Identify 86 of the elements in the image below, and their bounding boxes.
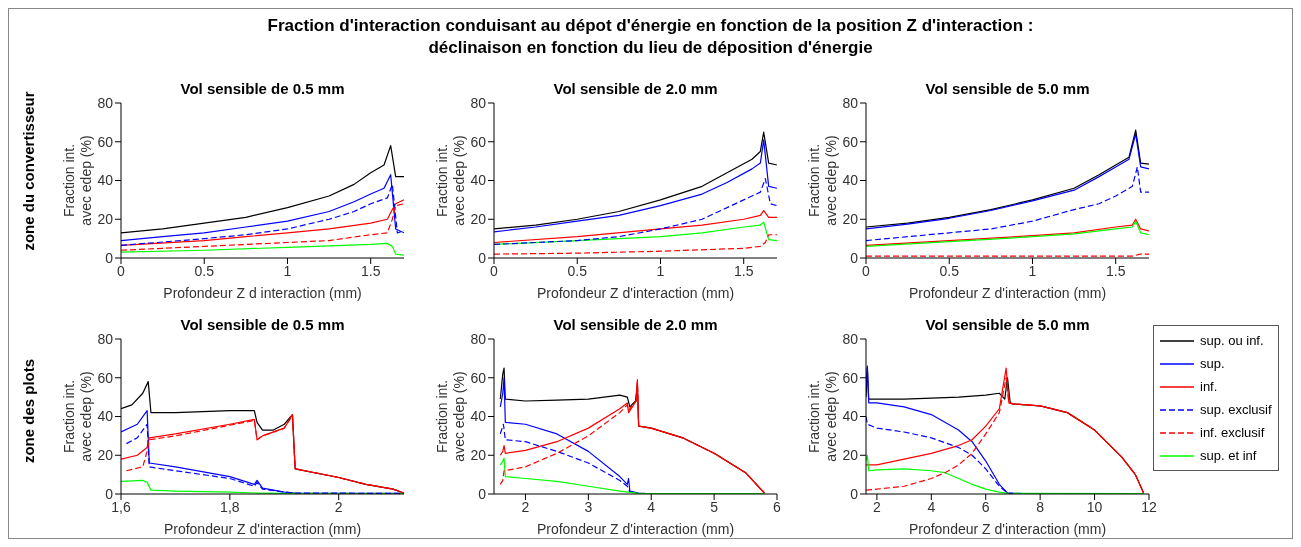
x-tick-label: 1 bbox=[656, 262, 665, 279]
y-tick-label: 60 bbox=[470, 369, 487, 386]
y-tick-label: 0 bbox=[105, 249, 114, 266]
text: zone des plots bbox=[19, 358, 37, 464]
chart-title: Vol sensible de 2.0 mm bbox=[553, 316, 718, 333]
y-axis-title: Fraction int. avec edep (%) bbox=[434, 135, 467, 226]
x-tick-label: 1 bbox=[283, 262, 292, 279]
legend-label: sup. bbox=[1200, 356, 1225, 371]
chart-title: Vol sensible de 5.0 mm bbox=[925, 316, 1090, 333]
x-tick-label: 6 bbox=[981, 498, 990, 515]
legend-label: sup. ou inf. bbox=[1200, 333, 1264, 348]
x-tick-label: 2 bbox=[334, 498, 343, 515]
x-tick-label: 1,8 bbox=[220, 498, 240, 515]
y-tick-label: 0 bbox=[850, 485, 859, 502]
y-tick-label: 80 bbox=[97, 330, 114, 347]
x-axis-title: Profondeur Z d'interaction (mm) bbox=[908, 521, 1107, 537]
x-tick-label: 1 bbox=[1028, 262, 1037, 279]
x-tick-label: 0 bbox=[117, 262, 126, 279]
x-tick-label: 2 bbox=[872, 498, 881, 515]
y-tick-label: 40 bbox=[842, 408, 859, 425]
y-tick-label: 0 bbox=[478, 249, 487, 266]
x-axis-title: Profondeur Z d'interaction (mm) bbox=[536, 285, 735, 301]
y-axis-title: Fraction int. avec edep (%) bbox=[806, 371, 839, 462]
x-tick-label: 10 bbox=[1086, 498, 1103, 515]
y-tick-label: 40 bbox=[842, 172, 859, 189]
x-axis-title: Profondeur Z d'interaction (mm) bbox=[163, 521, 362, 537]
x-tick-label: 4 bbox=[647, 498, 656, 515]
text: zone du convertisseur bbox=[19, 91, 37, 251]
x-tick-label: 3 bbox=[584, 498, 593, 515]
y-axis-title: Fraction int. avec edep (%) bbox=[434, 371, 467, 462]
y-tick-label: 60 bbox=[842, 369, 859, 386]
y-tick-label: 20 bbox=[842, 447, 859, 464]
y-tick-label: 80 bbox=[470, 330, 487, 347]
legend-label: sup. exclusif bbox=[1200, 402, 1272, 417]
chart-title: Vol sensible de 0.5 mm bbox=[180, 80, 345, 97]
x-tick-label: 0.5 bbox=[939, 262, 960, 279]
y-tick-label: 20 bbox=[470, 447, 487, 464]
line-series bbox=[494, 209, 777, 244]
y-axis-title: Fraction int. avec edep (%) bbox=[806, 135, 839, 226]
line-series bbox=[494, 234, 777, 255]
y-tick-label: 60 bbox=[470, 133, 487, 150]
y-tick-label: 40 bbox=[470, 408, 487, 425]
legend-label: inf. exclusif bbox=[1200, 425, 1265, 440]
line-series bbox=[866, 166, 1149, 242]
y-tick-label: 80 bbox=[470, 94, 487, 111]
chart-title: Vol sensible de 5.0 mm bbox=[925, 80, 1090, 97]
x-tick-label: 5 bbox=[710, 498, 719, 515]
y-tick-label: 20 bbox=[842, 211, 859, 228]
x-axis-title: Profondeur Z d'interaction (mm) bbox=[536, 521, 735, 537]
x-tick-label: 1.5 bbox=[733, 262, 754, 279]
y-axis-title: Fraction int. avec edep (%) bbox=[61, 371, 94, 462]
x-tick-label: 1.5 bbox=[360, 262, 381, 279]
x-axis-title: Profondeur Z d interaction (mm) bbox=[163, 285, 362, 301]
y-tick-label: 60 bbox=[842, 133, 859, 150]
y-tick-label: 0 bbox=[105, 485, 114, 502]
y-tick-label: 80 bbox=[842, 94, 859, 111]
chart-title: Vol sensible de 2.0 mm bbox=[553, 80, 718, 97]
y-tick-label: 20 bbox=[470, 211, 487, 228]
legend-label: sup. et inf bbox=[1200, 448, 1257, 463]
y-tick-label: 0 bbox=[850, 249, 859, 266]
x-tick-label: 12 bbox=[1141, 498, 1157, 515]
y-tick-label: 80 bbox=[842, 330, 859, 347]
x-tick-label: 2 bbox=[521, 498, 530, 515]
y-tick-label: 80 bbox=[97, 94, 114, 111]
legend-label: inf. bbox=[1200, 379, 1218, 394]
y-tick-label: 60 bbox=[97, 133, 114, 150]
x-tick-label: 1,6 bbox=[111, 498, 131, 515]
x-tick-label: 8 bbox=[1036, 498, 1045, 515]
x-tick-label: 0.5 bbox=[567, 262, 588, 279]
x-tick-label: 6 bbox=[773, 498, 782, 515]
x-tick-label: 0 bbox=[490, 262, 499, 279]
x-tick-label: 0 bbox=[862, 262, 871, 279]
y-tick-label: 20 bbox=[97, 211, 114, 228]
y-tick-label: 40 bbox=[97, 172, 114, 189]
y-tick-label: 40 bbox=[97, 408, 114, 425]
y-tick-label: 40 bbox=[470, 172, 487, 189]
y-tick-label: 0 bbox=[478, 485, 487, 502]
y-tick-label: 20 bbox=[97, 447, 114, 464]
y-tick-label: 60 bbox=[97, 369, 114, 386]
x-tick-label: 1.5 bbox=[1105, 262, 1126, 279]
text: Fraction d'interaction conduisant au dépot d'énergie en fonction de la position Z d'interaction : déclinaison en fonction du lieu de déposition d'énergie bbox=[266, 15, 1035, 59]
chart-title: Vol sensible de 0.5 mm bbox=[180, 316, 345, 333]
x-tick-label: 0.5 bbox=[194, 262, 215, 279]
x-tick-label: 4 bbox=[927, 498, 936, 515]
x-axis-title: Profondeur Z d'interaction (mm) bbox=[908, 285, 1107, 301]
y-axis-title: Fraction int. avec edep (%) bbox=[61, 135, 94, 226]
